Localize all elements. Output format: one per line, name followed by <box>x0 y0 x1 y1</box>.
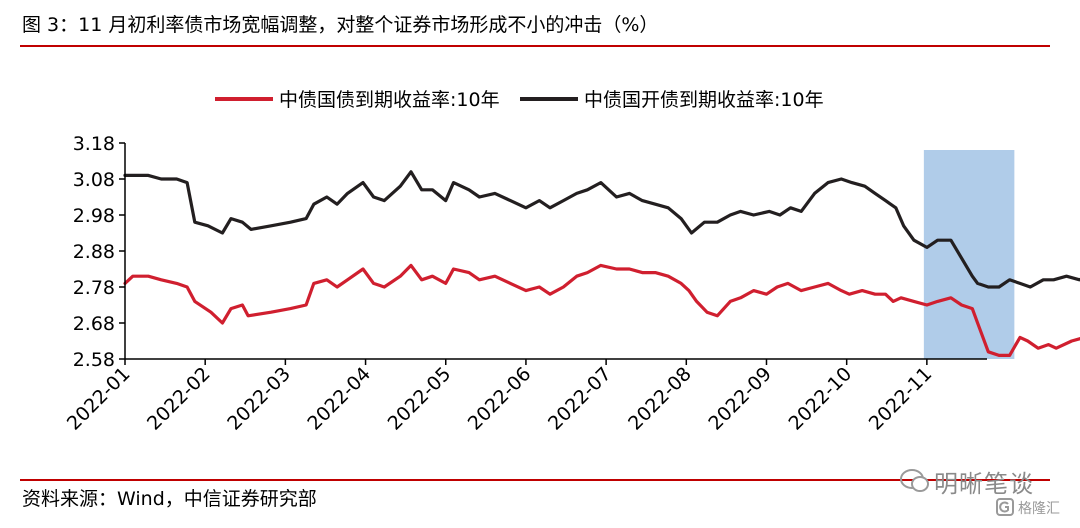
source-note: 资料来源：Wind，中信证券研究部 <box>22 488 317 510</box>
chart-title: 图 3：11 月初利率债市场宽幅调整，对整个证券市场形成不小的冲击（%） <box>22 14 659 36</box>
x-tick-label: 2022-09 <box>704 363 776 435</box>
y-tick-label: 2.68 <box>73 313 115 335</box>
watermark-sub-text: 格隆汇 <box>1018 501 1060 517</box>
y-tick-label: 3.18 <box>73 133 115 155</box>
y-tick-label: 3.08 <box>73 169 115 191</box>
y-tick-label: 2.78 <box>73 277 115 299</box>
y-tick-label: 2.98 <box>73 205 115 227</box>
x-tick-label: 2022-10 <box>785 363 857 435</box>
series-line-cdb-10y <box>123 170 1080 289</box>
x-tick-label: 2022-01 <box>63 363 135 435</box>
x-tick-label: 2022-11 <box>865 363 937 435</box>
y-tick-label: 2.58 <box>73 349 115 371</box>
source-divider <box>20 479 1050 481</box>
legend-label-black: 中债国开债到期收益率:10年 <box>584 89 824 111</box>
x-tick-label: 2022-08 <box>624 363 696 435</box>
series-line-treasury-10y <box>123 263 1080 357</box>
x-tick-label: 2022-06 <box>464 363 536 435</box>
title-divider <box>20 45 1050 47</box>
gelonghui-logo-icon <box>996 498 1014 516</box>
x-tick-label: 2022-03 <box>223 363 295 435</box>
x-tick-label: 2022-02 <box>143 363 215 435</box>
x-tick-label: 2022-04 <box>303 363 375 435</box>
watermark-text: 明晰笔谈 <box>934 470 1034 498</box>
chart-legend: 中债国债到期收益率:10年 中债国开债到期收益率:10年 <box>215 89 824 111</box>
legend-label-red: 中债国债到期收益率:10年 <box>279 89 500 111</box>
wechat-icon <box>900 469 929 492</box>
highlight-band <box>923 150 1015 359</box>
y-tick-label: 2.88 <box>73 241 115 263</box>
x-tick-label: 2022-05 <box>384 363 456 435</box>
x-tick-label: 2022-07 <box>544 363 616 435</box>
watermark: 明晰笔谈 格隆汇 <box>900 462 1060 520</box>
